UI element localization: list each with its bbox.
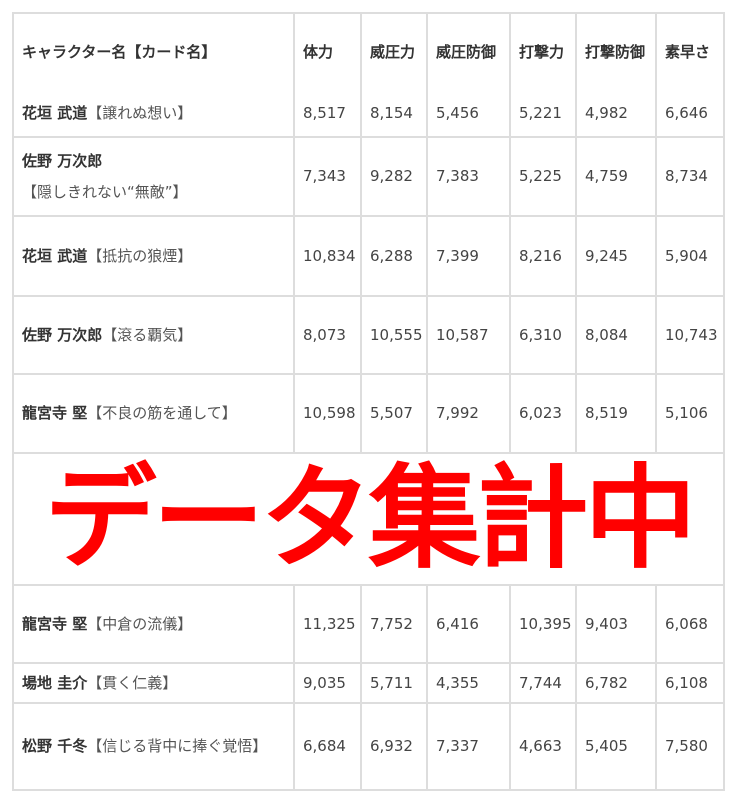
stat-value: 5,106 bbox=[655, 373, 725, 454]
stat-value: 7,383 bbox=[426, 136, 511, 217]
stat-value: 6,782 bbox=[575, 662, 657, 704]
stat-value: 6,108 bbox=[655, 662, 725, 704]
stat-value: 9,245 bbox=[575, 215, 657, 297]
stat-value: 7,744 bbox=[509, 662, 577, 704]
table-row: 場地 圭介【貫く仁義】 9,035 5,711 4,355 7,744 6,782 6,10… bbox=[12, 662, 725, 704]
character-name: 佐野 万次郎 bbox=[22, 151, 103, 170]
overlay-row: データ集計中 bbox=[12, 452, 725, 586]
header-hp: 体力 bbox=[293, 12, 362, 91]
stat-value: 8,084 bbox=[575, 295, 657, 375]
header-row: キャラクター名【カード名】 体力 威圧力 威圧防御 打撃力 打撃防御 素早さ bbox=[12, 12, 725, 91]
card-name: 【抵抗の狼煙】 bbox=[87, 246, 193, 265]
stat-value: 9,403 bbox=[575, 584, 657, 664]
character-cell: 花垣 武道【抵抗の狼煙】 bbox=[12, 215, 295, 297]
stat-value: 8,216 bbox=[509, 215, 577, 297]
stat-value: 10,834 bbox=[293, 215, 362, 297]
stat-value: 6,646 bbox=[655, 91, 725, 138]
character-name: 場地 圭介 bbox=[22, 673, 88, 692]
table-row: 佐野 万次郎【滾る覇気】 8,073 10,555 10,587 6,310 8,084 1… bbox=[12, 295, 725, 375]
stat-value: 7,343 bbox=[293, 136, 362, 217]
table-row: 龍宮寺 堅【不良の筋を通して】 10,598 5,507 7,992 6,023 8,51… bbox=[12, 373, 725, 454]
stat-value: 7,992 bbox=[426, 373, 511, 454]
table-row: 佐野 万次郎 【隠しきれない“無敵”】 7,343 9,282 7,383 5,225 4,… bbox=[12, 136, 725, 217]
stat-value: 6,310 bbox=[509, 295, 577, 375]
card-name: 【不良の筋を通して】 bbox=[87, 404, 237, 422]
stat-value: 5,456 bbox=[426, 91, 511, 138]
stat-value: 9,282 bbox=[360, 136, 428, 217]
header-strike: 打撃力 bbox=[509, 12, 577, 91]
character-cell: 龍宮寺 堅【不良の筋を通して】 bbox=[12, 373, 295, 454]
stat-value: 6,068 bbox=[655, 584, 725, 664]
stat-value: 10,743 bbox=[655, 295, 725, 375]
stat-value: 4,355 bbox=[426, 662, 511, 704]
header-character: キャラクター名【カード名】 bbox=[12, 12, 295, 91]
character-name: 佐野 万次郎 bbox=[22, 325, 103, 344]
stat-value: 7,752 bbox=[360, 584, 428, 664]
stat-value: 10,395 bbox=[509, 584, 577, 664]
card-name: 【譲れぬ想い】 bbox=[87, 104, 193, 122]
stat-value: 4,663 bbox=[509, 702, 577, 791]
stat-value: 5,405 bbox=[575, 702, 657, 791]
stat-value: 8,154 bbox=[360, 91, 428, 138]
stat-value: 7,337 bbox=[426, 702, 511, 791]
card-name: 【信じる背中に捧ぐ覚悟】 bbox=[87, 737, 268, 755]
character-cell: 花垣 武道【譲れぬ想い】 bbox=[12, 91, 295, 138]
stat-value: 5,225 bbox=[509, 136, 577, 217]
stat-value: 8,734 bbox=[655, 136, 725, 217]
stat-value: 5,904 bbox=[655, 215, 725, 297]
table-row: 花垣 武道【譲れぬ想い】 8,517 8,154 5,456 5,221 4,982 6,6… bbox=[12, 91, 725, 138]
stat-value: 5,507 bbox=[360, 373, 428, 454]
card-name: 【隠しきれない“無敵”】 bbox=[22, 182, 188, 201]
stat-value: 4,759 bbox=[575, 136, 657, 217]
stats-table: キャラクター名【カード名】 体力 威圧力 威圧防御 打撃力 打撃防御 素早さ 花… bbox=[12, 12, 725, 791]
stat-value: 6,932 bbox=[360, 702, 428, 791]
header-intimidation-defense: 威圧防御 bbox=[426, 12, 511, 91]
stat-value: 9,035 bbox=[293, 662, 362, 704]
header-intimidation: 威圧力 bbox=[360, 12, 428, 91]
card-name: 【中倉の流儀】 bbox=[87, 614, 193, 633]
character-cell: 佐野 万次郎【滾る覇気】 bbox=[12, 295, 295, 375]
stat-value: 6,023 bbox=[509, 373, 577, 454]
character-cell: 場地 圭介【貫く仁義】 bbox=[12, 662, 295, 704]
stat-value: 7,399 bbox=[426, 215, 511, 297]
stat-value: 4,982 bbox=[575, 91, 657, 138]
card-name: 【貫く仁義】 bbox=[87, 673, 178, 692]
stat-value: 6,684 bbox=[293, 702, 362, 791]
character-name: 花垣 武道 bbox=[22, 104, 88, 122]
data-collecting-overlay: データ集計中 bbox=[44, 454, 697, 584]
stat-value: 7,580 bbox=[655, 702, 725, 791]
stat-value: 8,073 bbox=[293, 295, 362, 375]
header-strike-defense: 打撃防御 bbox=[575, 12, 657, 91]
stat-value: 6,288 bbox=[360, 215, 428, 297]
card-name: 【滾る覇気】 bbox=[102, 325, 193, 344]
table-body: 花垣 武道【譲れぬ想い】 8,517 8,154 5,456 5,221 4,982 6,6… bbox=[12, 91, 725, 791]
character-cell: 松野 千冬【信じる背中に捧ぐ覚悟】 bbox=[12, 702, 295, 791]
stat-value: 10,598 bbox=[293, 373, 362, 454]
character-name: 龍宮寺 堅 bbox=[22, 404, 88, 422]
stat-value: 6,416 bbox=[426, 584, 511, 664]
character-name: 龍宮寺 堅 bbox=[22, 614, 88, 633]
stat-value: 8,517 bbox=[293, 91, 362, 138]
table-row: 龍宮寺 堅【中倉の流儀】 11,325 7,752 6,416 10,395 9,403 6… bbox=[12, 584, 725, 664]
table-row: 花垣 武道【抵抗の狼煙】 10,834 6,288 7,399 8,216 9,245 5,… bbox=[12, 215, 725, 297]
overlay-cell: データ集計中 bbox=[12, 452, 725, 586]
character-cell: 龍宮寺 堅【中倉の流儀】 bbox=[12, 584, 295, 664]
character-name: 花垣 武道 bbox=[22, 246, 88, 265]
header-speed: 素早さ bbox=[655, 12, 725, 91]
character-name: 松野 千冬 bbox=[22, 737, 88, 755]
table-row: 松野 千冬【信じる背中に捧ぐ覚悟】 6,684 6,932 7,337 4,663 5,4… bbox=[12, 702, 725, 791]
stat-value: 10,555 bbox=[360, 295, 428, 375]
stat-value: 5,711 bbox=[360, 662, 428, 704]
stat-value: 10,587 bbox=[426, 295, 511, 375]
stat-value: 11,325 bbox=[293, 584, 362, 664]
stat-value: 5,221 bbox=[509, 91, 577, 138]
character-cell: 佐野 万次郎【隠しきれない“無敵”】 bbox=[12, 136, 295, 217]
stat-value: 8,519 bbox=[575, 373, 657, 454]
